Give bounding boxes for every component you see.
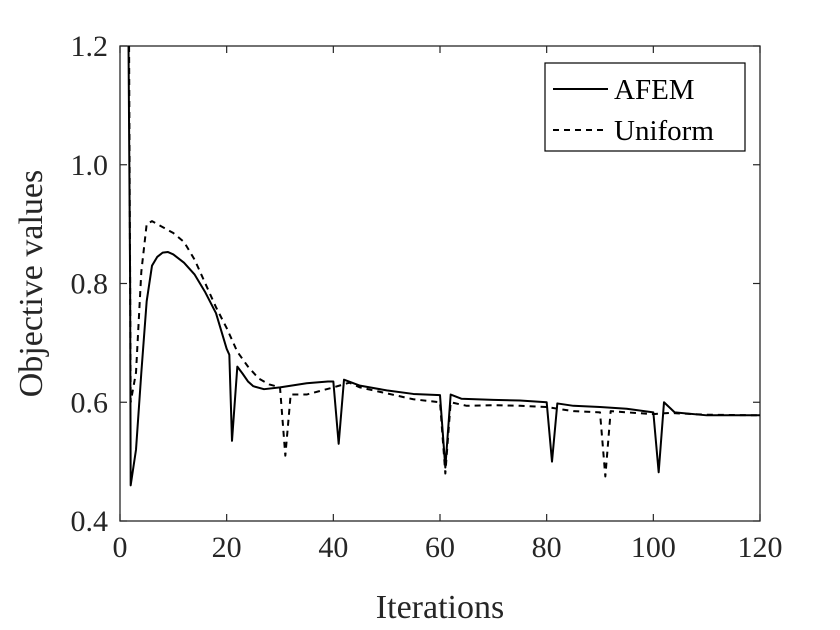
x-tick-label: 80 [532,531,562,564]
y-tick-label: 0.4 [71,505,109,538]
legend: AFEM Uniform [544,62,746,152]
x-tick-label: 60 [425,531,455,564]
legend-label-afem: AFEM [614,74,695,106]
ticks-layer: 0 20 40 60 80 100 120 0.4 0.6 0.8 1.0 1.2 [71,30,783,564]
series-layer [127,46,760,487]
y-tick-label: 0.8 [71,268,109,301]
x-axis-title: Iterations [376,589,504,626]
x-tick-label: 40 [318,531,348,564]
x-tick-label: 100 [631,531,676,564]
x-tick-label: 0 [113,531,128,564]
y-tick-label: 1.2 [71,30,109,63]
legend-box [544,62,746,152]
x-tick-label: 120 [738,531,783,564]
y-tick-label: 0.6 [71,386,109,419]
series-line-afem [127,46,760,487]
legend-label-uniform: Uniform [614,115,714,147]
series-line-uniform [128,46,760,478]
y-tick-label: 1.0 [71,149,109,182]
x-tick-label: 20 [212,531,242,564]
y-axis-title: Objective values [13,170,50,398]
